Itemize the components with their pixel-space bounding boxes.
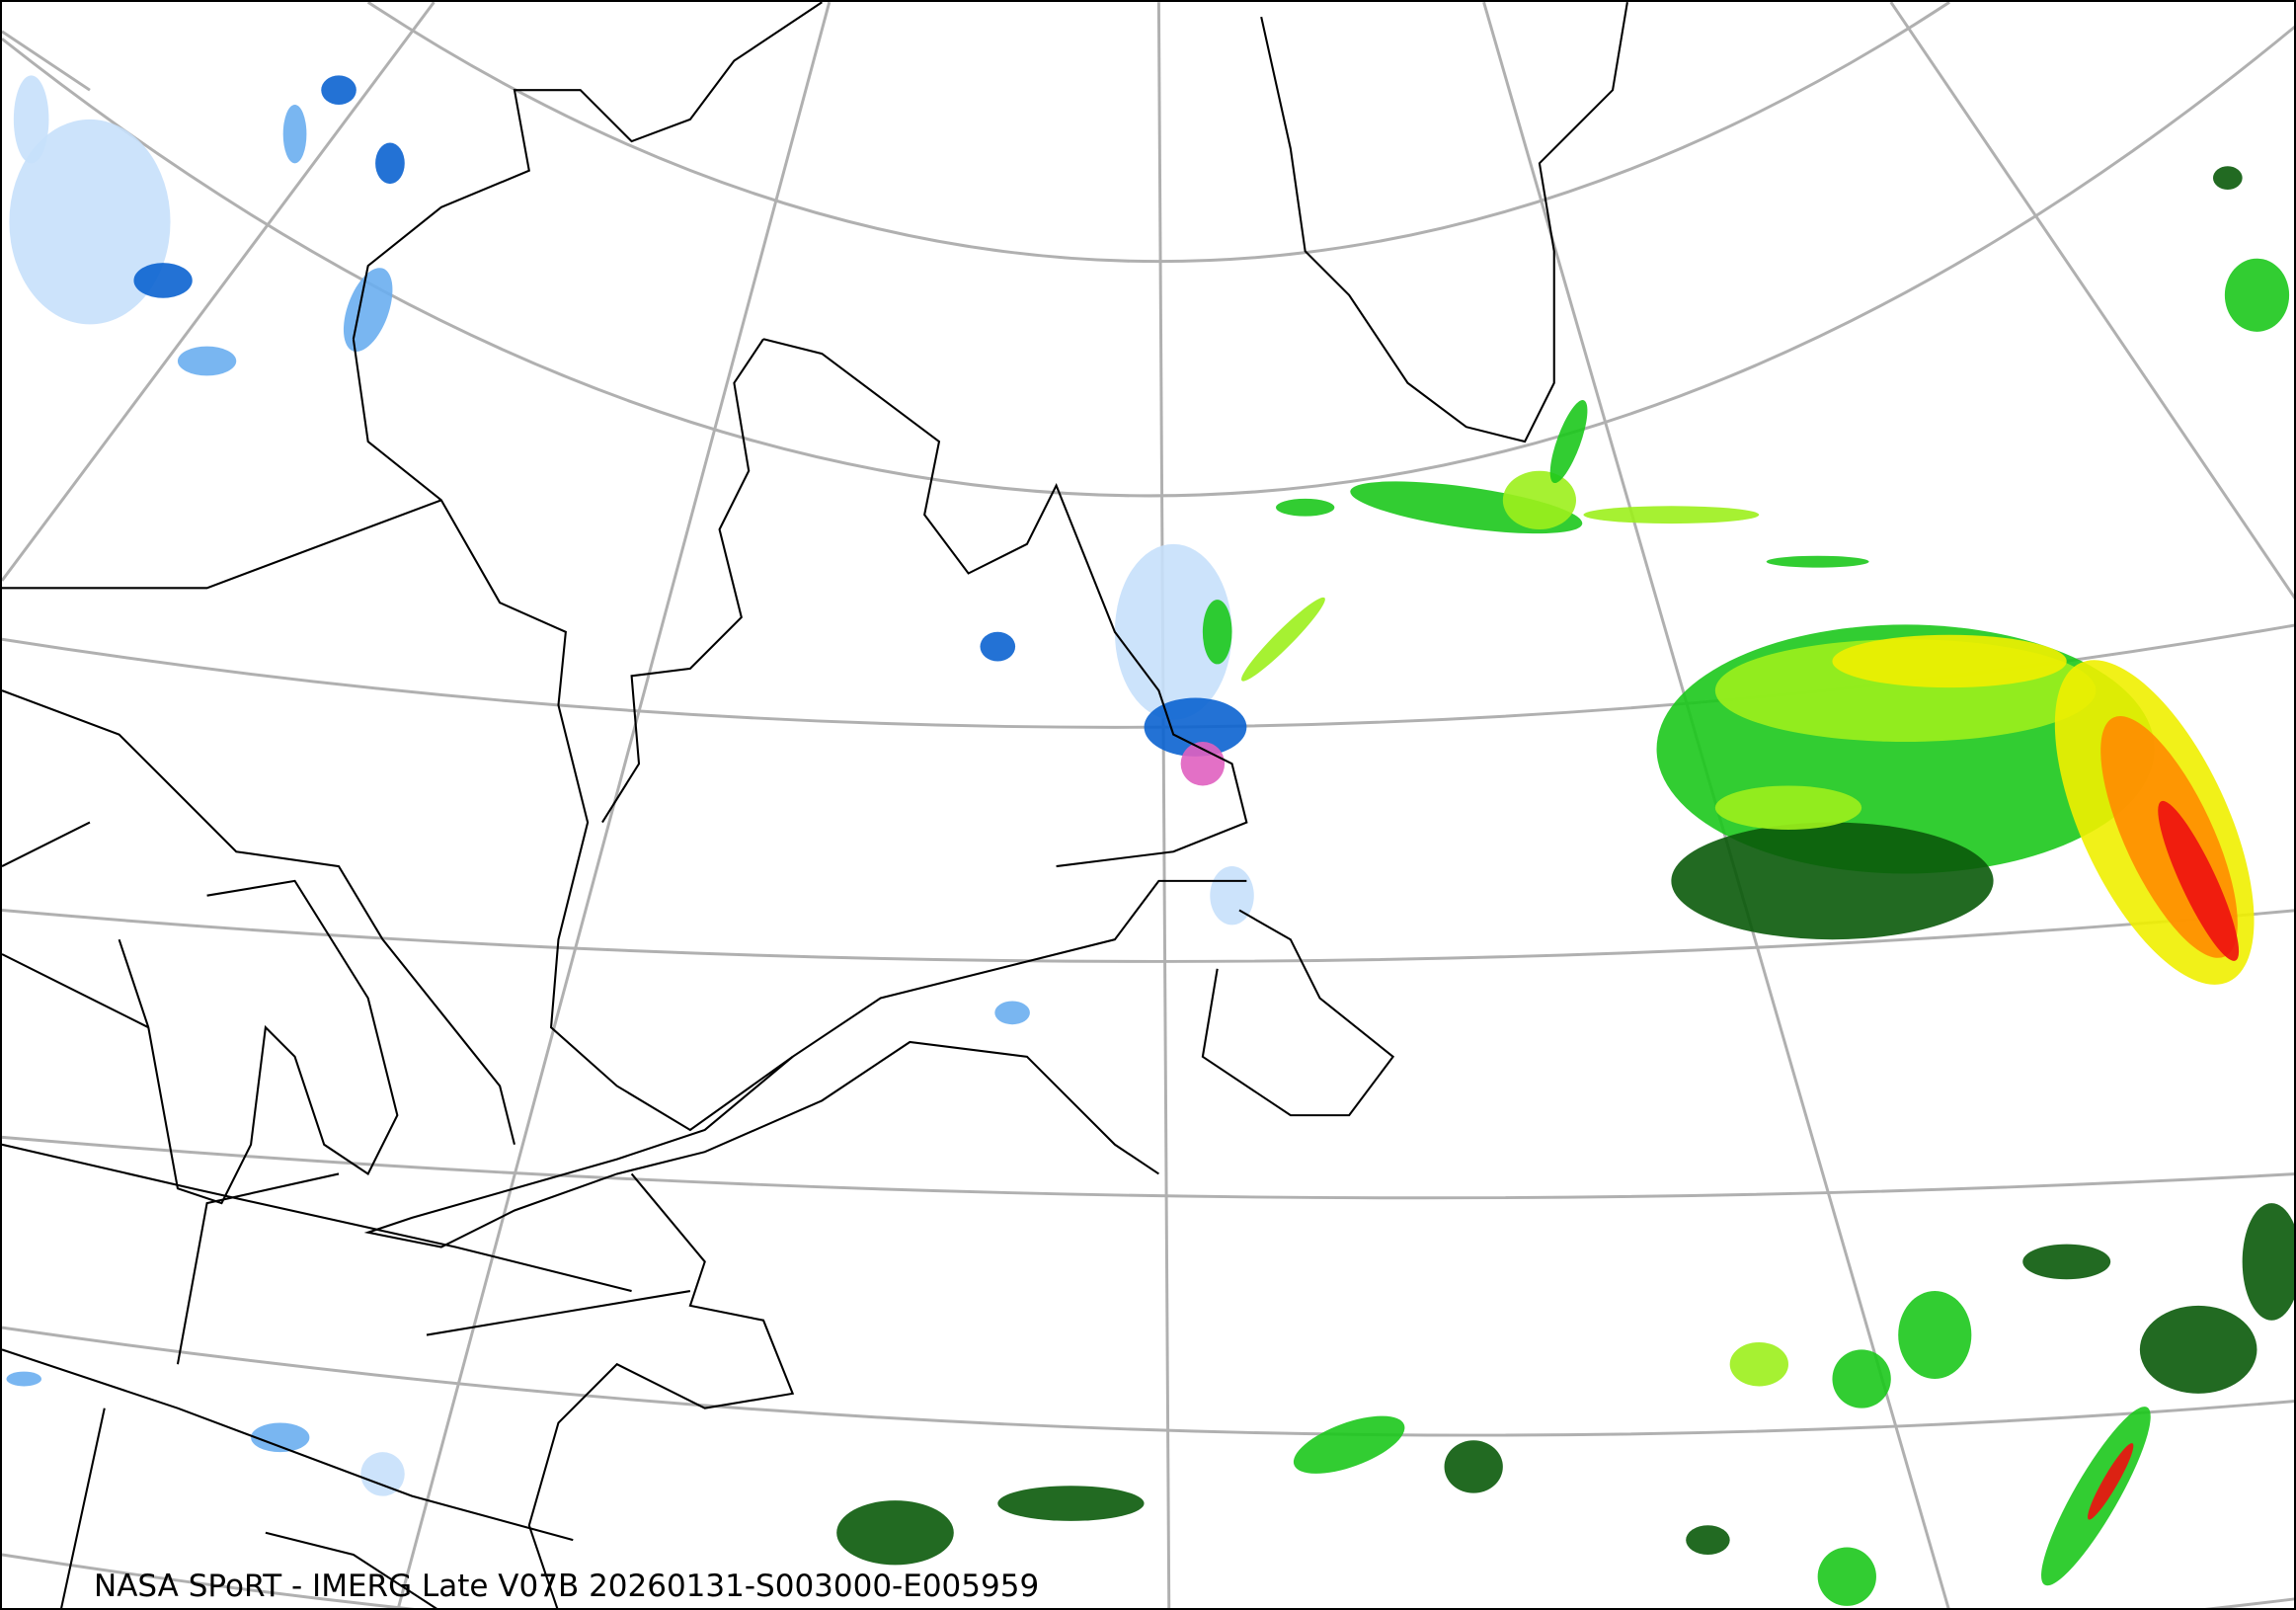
coastline [1201, 909, 1395, 1117]
precip-cell [994, 1001, 1030, 1025]
precip-cell [1144, 697, 1247, 757]
coastlines-borders [2, 2, 1628, 1608]
precip-cell [2139, 1305, 2257, 1394]
precip-cell [2212, 166, 2243, 191]
precip-cell [1241, 597, 1325, 682]
precipitation-layer [6, 75, 2294, 1606]
precip-cell [177, 346, 237, 376]
precip-cell [1502, 470, 1576, 530]
precip-cell [1686, 1525, 1730, 1555]
precip-cell [133, 263, 193, 298]
precip-cell [1729, 1341, 1788, 1387]
coastline [2, 689, 515, 1146]
precip-cell [2224, 258, 2290, 332]
precip-cell [360, 1452, 405, 1496]
precip-cell [1714, 785, 1862, 830]
precip-cell [1549, 400, 1588, 484]
precip-cell [1583, 506, 1760, 524]
coastline [352, 339, 1247, 1132]
precip-cell [1444, 1440, 1503, 1493]
parallel-line [2, 1553, 2294, 1608]
parallel-line [2, 25, 2294, 498]
meridian-line [2, 2, 435, 582]
precip-cell [2088, 1443, 2134, 1520]
precip-cell [1817, 1547, 1876, 1606]
precip-cell [1210, 866, 1254, 926]
parallel-line [2, 909, 2294, 963]
coastline [352, 2, 823, 340]
coastline [527, 1172, 795, 1608]
coastline [762, 338, 1248, 868]
coastline [601, 338, 764, 824]
precip-cell [13, 75, 49, 164]
precip-cell [1180, 742, 1226, 786]
precip-cell [375, 142, 405, 185]
map-caption: NASA SPoRT - IMERG Late V07B 20260131-S0… [94, 1569, 1040, 1604]
precip-cell [9, 119, 171, 325]
precip-cell [1293, 1415, 1405, 1474]
precip-cell [1832, 1349, 1891, 1409]
precip-cell [1276, 498, 1335, 517]
precip-cell [2022, 1244, 2111, 1280]
precip-cell [1766, 555, 1869, 568]
precip-cell [282, 105, 307, 164]
meridian-line [396, 2, 831, 1608]
meridian-line [1889, 2, 2294, 600]
precip-cell [2242, 1203, 2294, 1321]
coastline [60, 1408, 437, 1608]
parallel-line [2, 1135, 2294, 1200]
precip-cell [343, 268, 393, 352]
coastline [118, 879, 399, 1205]
precip-cell [1202, 600, 1232, 665]
precip-cell [980, 631, 1016, 662]
precip-cell [997, 1486, 1145, 1521]
parallel-line [366, 2, 1950, 264]
coastline [363, 1040, 1159, 1248]
coastline [2, 499, 691, 1365]
precip-cell [836, 1500, 954, 1566]
coastline [1260, 2, 1628, 443]
meridian-line [2, 30, 91, 92]
precip-cell [2158, 800, 2240, 961]
parallel-line [2, 1326, 2294, 1437]
precip-cell [251, 1422, 310, 1453]
precip-cell [6, 1371, 42, 1387]
meridian-line [1156, 2, 1171, 1608]
precip-cell [1114, 543, 1232, 720]
precip-cell [1832, 634, 2067, 688]
precip-cell [1671, 822, 1994, 940]
precip-cell [321, 75, 356, 106]
precip-cell [1898, 1291, 1972, 1380]
coastline [2, 953, 632, 1542]
